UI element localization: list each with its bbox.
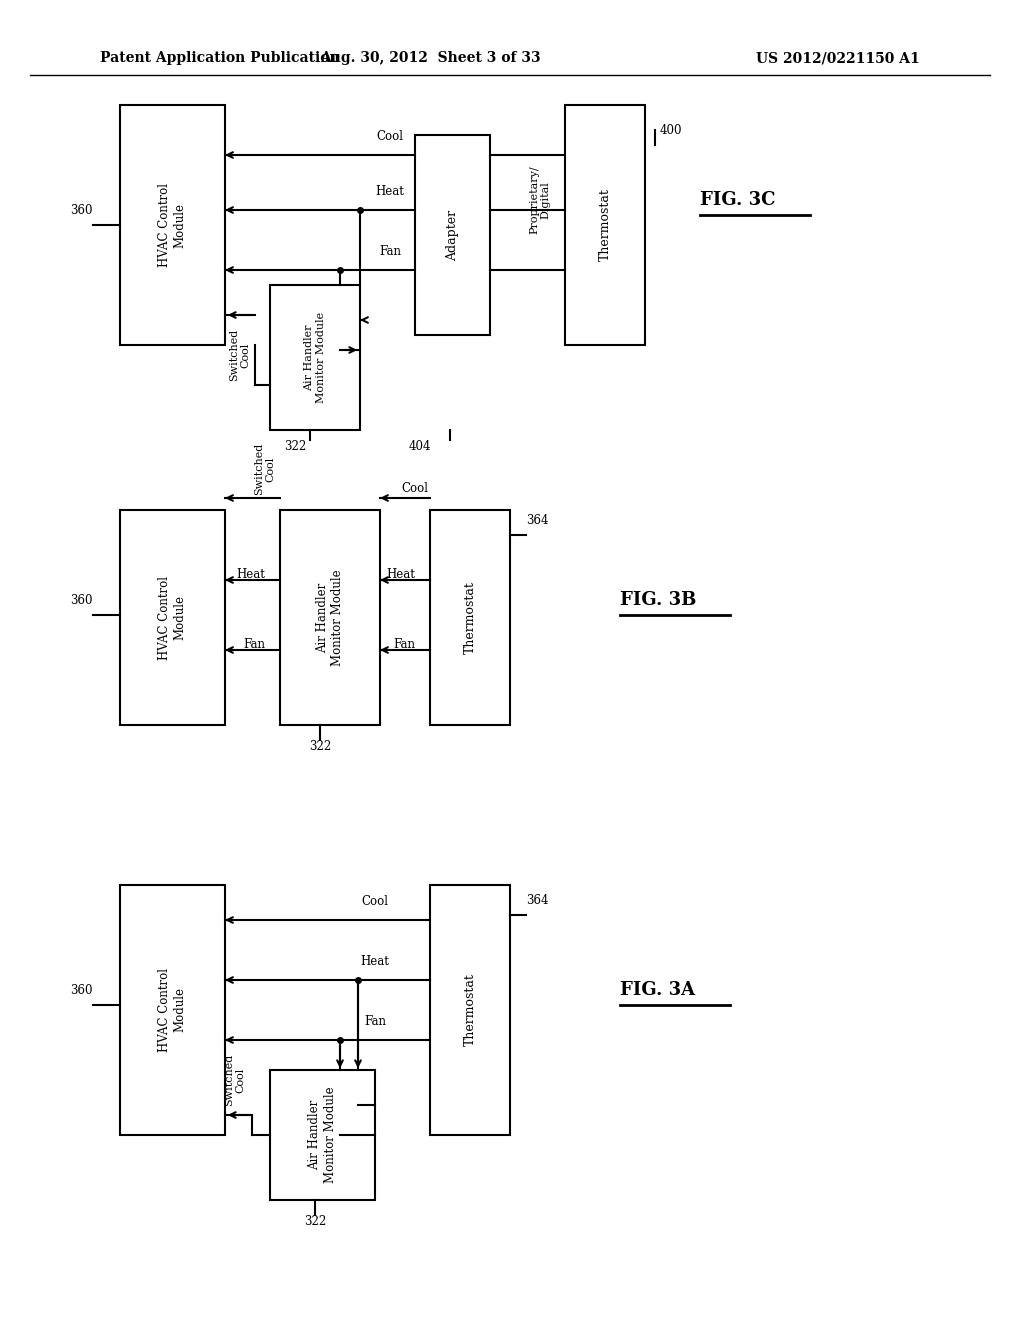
Text: Proprietary/
Digital: Proprietary/ Digital — [529, 166, 551, 235]
Text: 360: 360 — [71, 203, 93, 216]
Text: FIG. 3A: FIG. 3A — [620, 981, 695, 999]
Text: Cool: Cool — [361, 895, 388, 908]
Bar — [120, 884, 225, 1135]
Text: Heat: Heat — [237, 569, 265, 582]
Text: 322: 322 — [309, 741, 331, 752]
Text: Heat: Heat — [360, 954, 389, 968]
Bar — [430, 510, 510, 725]
Text: FIG. 3B: FIG. 3B — [620, 591, 696, 609]
Text: Fan: Fan — [243, 639, 265, 652]
Text: HVAC Control
Module: HVAC Control Module — [159, 968, 186, 1052]
Text: HVAC Control
Module: HVAC Control Module — [159, 183, 186, 267]
Text: Air Handler
Monitor Module: Air Handler Monitor Module — [308, 1086, 337, 1183]
Text: Switched
Cool: Switched Cool — [254, 442, 275, 495]
Bar — [120, 510, 225, 725]
Bar — [270, 1071, 375, 1200]
Text: US 2012/0221150 A1: US 2012/0221150 A1 — [757, 51, 920, 65]
Bar — [280, 510, 380, 725]
Text: Heat: Heat — [386, 569, 415, 582]
Bar — [415, 135, 490, 335]
Text: 404: 404 — [409, 440, 431, 453]
Text: Cool: Cool — [401, 482, 428, 495]
Text: 364: 364 — [526, 894, 549, 907]
Text: Switched
Cool: Switched Cool — [229, 329, 251, 381]
Text: Fan: Fan — [393, 639, 415, 652]
Text: FIG. 3C: FIG. 3C — [700, 191, 775, 209]
Text: Adapter: Adapter — [446, 210, 459, 260]
Text: Air Handler
Monitor Module: Air Handler Monitor Module — [316, 569, 344, 665]
Text: Fan: Fan — [364, 1015, 386, 1028]
Text: Thermostat: Thermostat — [598, 189, 611, 261]
Bar — [565, 106, 645, 345]
Text: HVAC Control
Module: HVAC Control Module — [159, 576, 186, 660]
Text: 364: 364 — [526, 513, 549, 527]
Text: Patent Application Publication: Patent Application Publication — [100, 51, 340, 65]
Text: 400: 400 — [660, 124, 683, 136]
Bar — [430, 884, 510, 1135]
Text: 360: 360 — [71, 983, 93, 997]
Bar — [270, 285, 360, 430]
Text: Switched
Cool: Switched Cool — [224, 1053, 246, 1106]
Text: Thermostat: Thermostat — [464, 974, 476, 1047]
Bar — [120, 106, 225, 345]
Text: Heat: Heat — [376, 185, 404, 198]
Text: 322: 322 — [304, 1214, 326, 1228]
Text: Fan: Fan — [379, 246, 401, 257]
Text: Cool: Cool — [377, 129, 403, 143]
Text: Air Handler
Monitor Module: Air Handler Monitor Module — [304, 312, 326, 403]
Text: 322: 322 — [284, 440, 306, 453]
Text: Aug. 30, 2012  Sheet 3 of 33: Aug. 30, 2012 Sheet 3 of 33 — [319, 51, 541, 65]
Text: 360: 360 — [71, 594, 93, 606]
Text: Thermostat: Thermostat — [464, 581, 476, 653]
